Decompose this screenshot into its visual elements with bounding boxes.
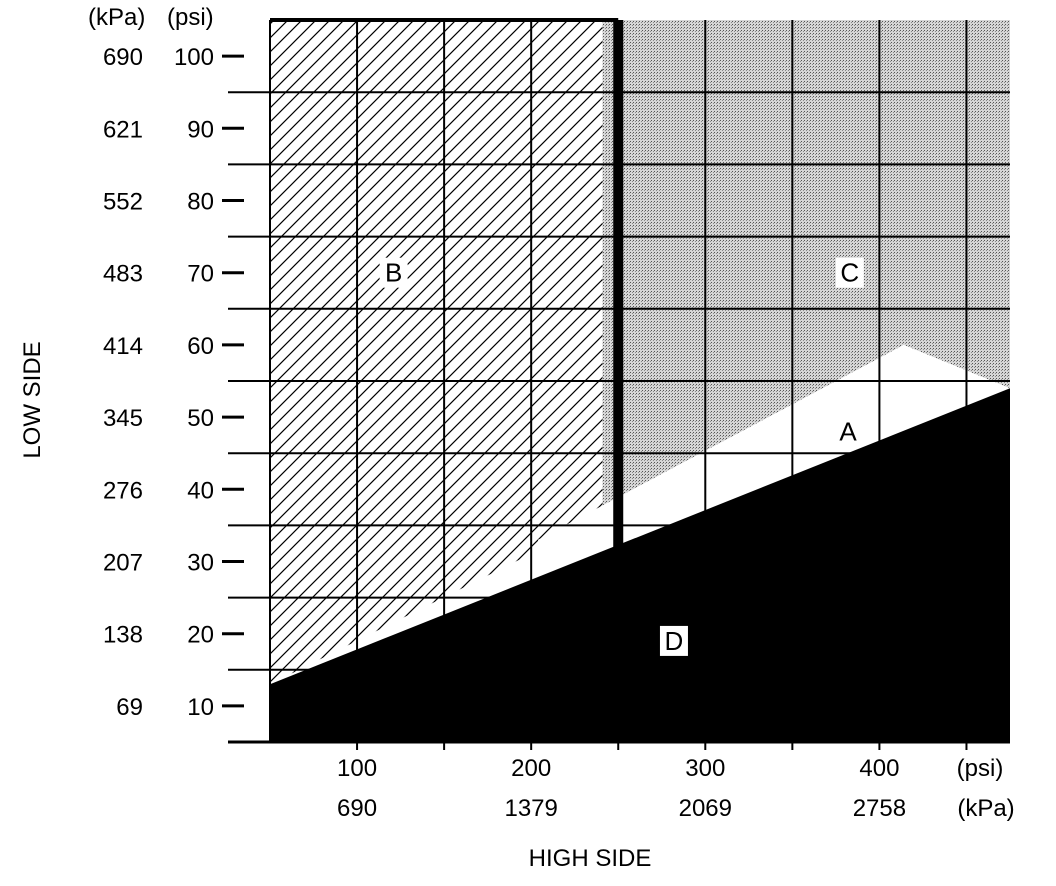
y-tick-label-kpa: 276	[103, 477, 143, 504]
region-b-label: B	[385, 258, 402, 288]
y-tick-label-kpa: 690	[103, 44, 143, 71]
region-d-label-box	[659, 625, 688, 656]
y-tick-label-psi: 60	[187, 333, 214, 360]
region-d-label: D	[665, 626, 684, 656]
y-axis-label: LOW SIDE	[19, 341, 46, 458]
chart-top-frame	[270, 18, 619, 22]
x-axis-label: HIGH SIDE	[529, 845, 652, 872]
y-tick-label-kpa: 69	[116, 694, 143, 721]
x-tick-label-kpa: 2758	[853, 795, 906, 822]
x-tick-label-kpa: 690	[337, 795, 377, 822]
y-tick-label-kpa: 138	[103, 622, 143, 649]
region-a-label-box	[834, 416, 863, 447]
region-b-label-box	[379, 257, 408, 288]
region-c-label: C	[840, 258, 859, 288]
region-divider-bar	[613, 20, 624, 562]
x-tick-label-kpa: 2069	[679, 795, 732, 822]
y-tick-label-psi: 30	[187, 550, 214, 577]
region-a-area	[538, 344, 904, 591]
region-d-area	[270, 388, 1010, 742]
y-tick-label-psi: 20	[187, 622, 214, 649]
y-tick-label-kpa: 483	[103, 261, 143, 288]
y-tick-label-psi: 40	[187, 477, 214, 504]
x-tick-label-psi: 200	[511, 755, 551, 782]
y-tick-label-psi: 50	[187, 405, 214, 432]
x-tick-label-psi: 300	[685, 755, 725, 782]
region-a-label: A	[839, 417, 857, 447]
y-tick-label-psi: 70	[187, 261, 214, 288]
y-tick-label-kpa: 621	[103, 116, 143, 143]
y-tick-label-kpa: 552	[103, 189, 143, 216]
y-tick-label-kpa: 207	[103, 550, 143, 577]
y-tick-label-psi: 80	[187, 189, 214, 216]
region-b-area	[270, 20, 603, 685]
x-unit-kpa: (kPa)	[957, 795, 1014, 822]
y-tick-label-psi: 10	[187, 694, 214, 721]
y-tick-label-kpa: 345	[103, 405, 143, 432]
region-c-label-box	[835, 257, 864, 288]
x-tick-label-psi: 100	[337, 755, 377, 782]
region-labels: B C A D	[379, 257, 864, 656]
y-unit-psi: (psi)	[167, 4, 214, 31]
x-tick-label-psi: 400	[859, 755, 899, 782]
y-tick-label-psi: 100	[174, 44, 214, 71]
y-unit-kpa: (kPa)	[88, 4, 145, 31]
y-tick-label-psi: 90	[187, 116, 214, 143]
x-tick-label-kpa: 1379	[504, 795, 557, 822]
x-unit-psi: (psi)	[957, 755, 1004, 782]
y-tick-label-kpa: 414	[103, 333, 143, 360]
